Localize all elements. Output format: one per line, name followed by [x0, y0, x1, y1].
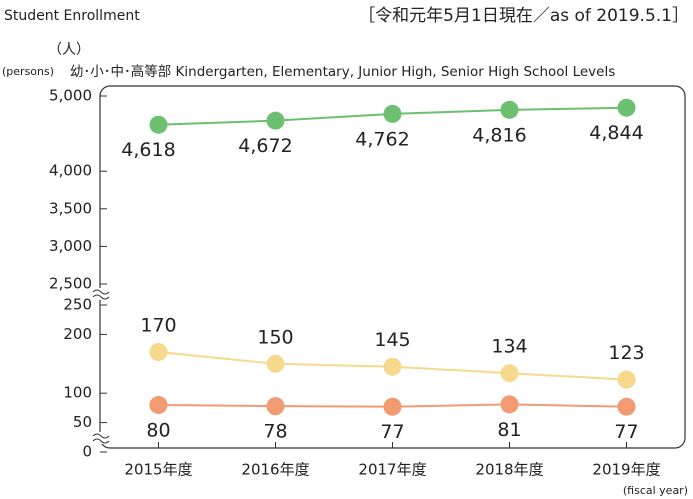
point — [383, 357, 402, 376]
x-tick-label: 2015年度 — [124, 461, 192, 479]
y-tick-label: 250 — [63, 296, 92, 314]
point — [500, 364, 519, 383]
y-tick-label: 2,500 — [49, 275, 92, 293]
x-tick-label: 2017年度 — [358, 461, 426, 479]
data-label: 4,844 — [589, 122, 643, 144]
data-label: 123 — [608, 342, 644, 364]
data-label: 78 — [263, 421, 287, 443]
point — [617, 370, 636, 389]
point — [149, 115, 168, 134]
data-label: 77 — [614, 421, 638, 443]
y-tick-label: 200 — [63, 325, 92, 343]
y-unit-ja: （人） — [48, 42, 90, 58]
data-label: 81 — [497, 419, 521, 441]
point — [266, 397, 285, 416]
y-tick-label: 0 — [82, 443, 92, 461]
y-tick-label: 4,000 — [49, 162, 92, 180]
subtitle: 幼･小･中･高等部 Kindergarten, Elementary, Juni… — [70, 63, 615, 80]
point — [617, 98, 636, 117]
data-label: 134 — [491, 336, 527, 358]
data-label: 4,816 — [472, 124, 526, 146]
date-note: ［令和元年5月1日現在／as of 2019.5.1］ — [358, 6, 689, 26]
data-label: 145 — [374, 329, 410, 351]
data-label: 77 — [380, 421, 404, 443]
data-label: 150 — [257, 326, 293, 348]
point — [383, 397, 402, 416]
point — [266, 111, 285, 130]
point — [617, 397, 636, 416]
point — [383, 104, 402, 123]
data-label: 4,618 — [121, 139, 175, 161]
point — [500, 100, 519, 119]
y-tick-label: 5,000 — [49, 87, 92, 105]
axis-break — [92, 288, 110, 444]
point — [266, 354, 285, 373]
x-tick-label: 2019年度 — [592, 461, 660, 479]
y-tick-label: 100 — [63, 384, 92, 402]
y-unit-en: (persons) — [2, 65, 54, 78]
point — [149, 395, 168, 414]
y-tick-label: 3,500 — [49, 199, 92, 217]
y-tick-label: 3,000 — [49, 237, 92, 255]
chart-title: Student Enrollment — [4, 8, 140, 24]
point — [500, 395, 519, 414]
y-tick-label: 50 — [73, 413, 92, 431]
data-label: 80 — [146, 419, 170, 441]
x-tick-label: 2018年度 — [475, 461, 543, 479]
point — [149, 343, 168, 362]
data-label: 170 — [140, 315, 176, 337]
data-label: 4,672 — [238, 135, 292, 157]
x-label: (fiscal year) — [623, 484, 688, 497]
data-label: 4,762 — [355, 128, 409, 150]
x-tick-label: 2016年度 — [241, 461, 309, 479]
